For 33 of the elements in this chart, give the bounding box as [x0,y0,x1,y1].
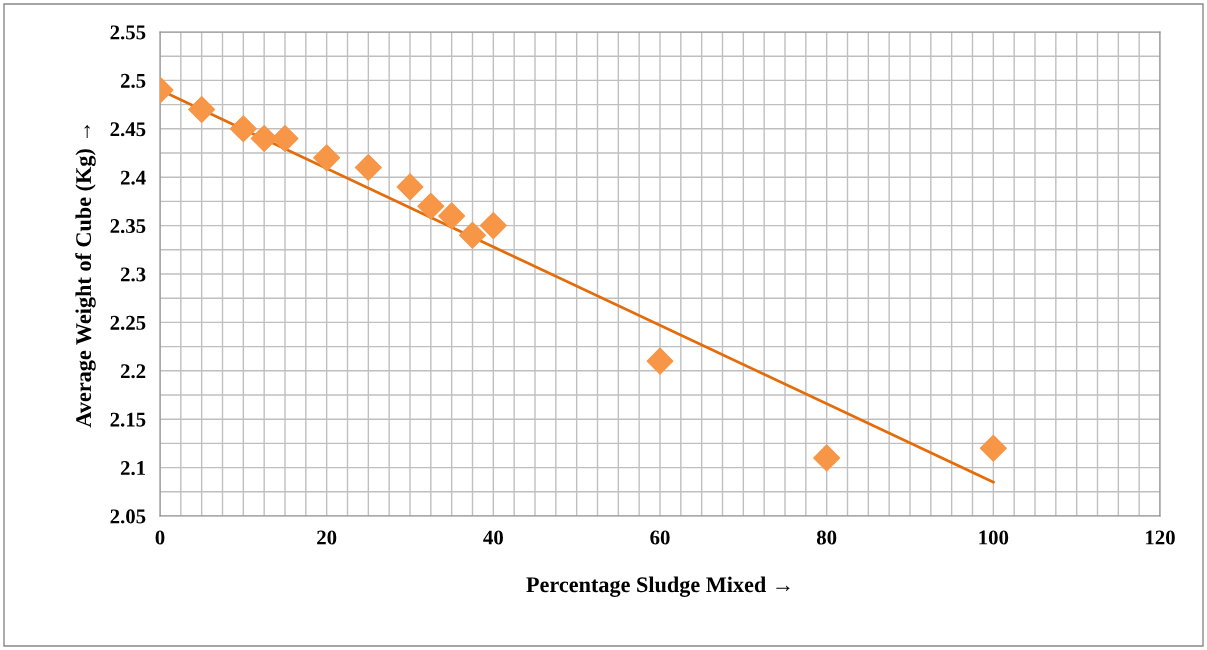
x-tick-label: 0 [155,530,165,545]
y-tick-label: 2.35 [110,219,146,234]
point [229,115,257,143]
y-tick-label: 2.05 [110,509,146,524]
y-tick-label: 2.55 [110,25,146,40]
x-tick-label: 100 [979,530,1009,545]
y-tick-label: 2.2 [120,364,146,379]
y-tick-label: 2.4 [120,170,146,185]
y-tick-label: 2.3 [120,267,146,282]
x-tick-label: 20 [317,530,337,545]
y-tick-label: 2.5 [120,73,146,88]
y-tick-label: 2.25 [110,315,146,330]
y-tick-label: 2.45 [110,122,146,137]
point [438,202,466,230]
point [188,95,216,123]
point [979,434,1007,462]
y-tick-label: 2.1 [120,461,146,476]
x-axis-title: Percentage Sludge Mixed → [526,576,790,597]
y-tick-label: 2.15 [110,412,146,427]
point [646,347,674,375]
point [813,444,841,472]
x-tick-label: 40 [483,530,503,545]
x-tick-label: 80 [816,530,837,545]
point [354,154,382,182]
y-axis-title: Average Weight of Cube (Kg) → [75,124,96,428]
point [417,192,445,220]
point [271,124,299,152]
point [479,212,507,240]
point [459,221,486,249]
x-tick-label: 120 [1146,530,1175,545]
point [396,173,424,201]
point [313,144,341,172]
x-tick-label: 60 [650,530,670,545]
